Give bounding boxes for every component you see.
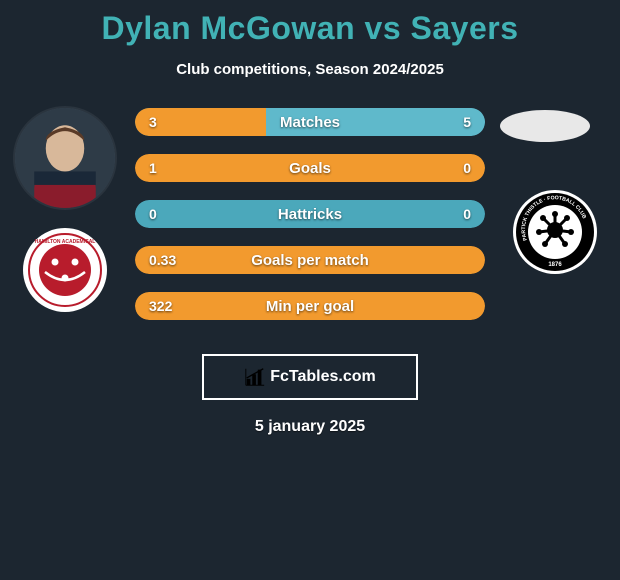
crest-partick-icon: 1876 PARTICK THISTLE · FOOTBALL CLUB (513, 190, 597, 274)
stat-bars: 35Matches 10Goals 00Hattricks 0.33Goals per… (135, 108, 485, 338)
crest-hamilton-icon: HAMILTON ACADEMICAL (23, 228, 107, 312)
stat-label: Matches (135, 114, 485, 131)
svg-text:HAMILTON ACADEMICAL: HAMILTON ACADEMICAL (35, 239, 96, 245)
comparison-panel: HAMILTON ACADEMICAL 1876 (0, 106, 620, 346)
stat-row: 35Matches (135, 108, 485, 136)
player-right-crest: 1876 PARTICK THISTLE · FOOTBALL CLUB (513, 190, 597, 274)
page-title: Dylan McGowan vs Sayers (0, 0, 620, 47)
player-left-column: HAMILTON ACADEMICAL (10, 106, 120, 312)
watermark: FcTables.com (202, 354, 418, 400)
player-silhouette-icon (15, 108, 115, 208)
stat-row: 00Hattricks (135, 200, 485, 228)
svg-text:1876: 1876 (548, 262, 562, 268)
stat-row: 0.33Goals per match (135, 246, 485, 274)
player-left-crest: HAMILTON ACADEMICAL (23, 228, 107, 312)
player-right-column: 1876 PARTICK THISTLE · FOOTBALL CLUB (500, 106, 610, 274)
date-label: 5 january 2025 (0, 418, 620, 436)
stat-label: Hattricks (135, 206, 485, 223)
stat-label: Goals per match (135, 252, 485, 269)
stat-label: Goals (135, 160, 485, 177)
player-left-photo (13, 106, 117, 210)
stat-row: 322Min per goal (135, 292, 485, 320)
watermark-text: FcTables.com (270, 368, 376, 386)
bar-chart-icon (244, 366, 266, 388)
stat-label: Min per goal (135, 298, 485, 315)
subtitle: Club competitions, Season 2024/2025 (0, 61, 620, 78)
stat-row: 10Goals (135, 154, 485, 182)
player-right-photo (500, 110, 590, 142)
